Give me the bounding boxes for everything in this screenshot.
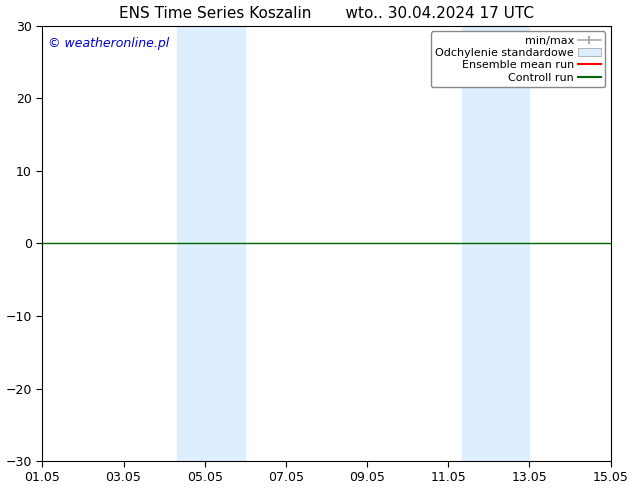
Title: ENS Time Series Koszalin       wto.. 30.04.2024 17 UTC: ENS Time Series Koszalin wto.. 30.04.202… [119,5,534,21]
Text: © weatheronline.pl: © weatheronline.pl [48,37,169,50]
Legend: min/max, Odchylenie standardowe, Ensemble mean run, Controll run: min/max, Odchylenie standardowe, Ensembl… [430,31,605,87]
Bar [178,26,245,461]
Bar [462,26,529,461]
